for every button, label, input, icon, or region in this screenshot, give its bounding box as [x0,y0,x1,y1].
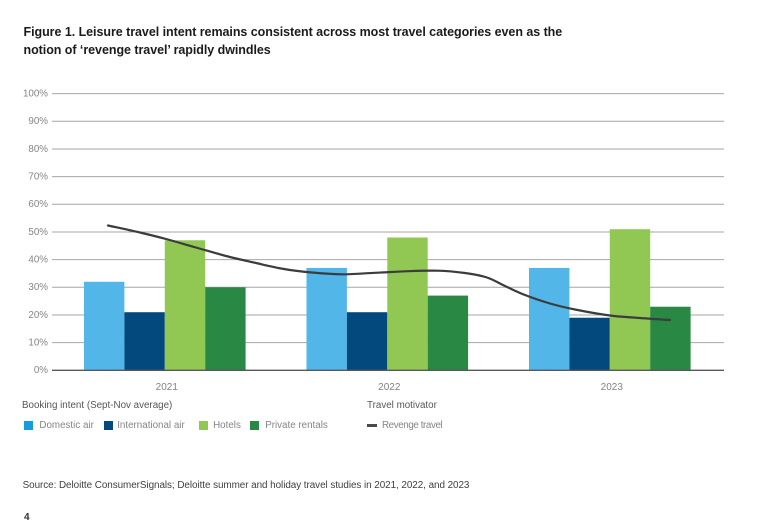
svg-text:80%: 80% [28,144,48,155]
svg-text:100%: 100% [23,88,48,99]
svg-text:2021: 2021 [156,382,179,393]
svg-text:0%: 0% [34,365,48,376]
svg-text:10%: 10% [28,337,48,348]
svg-text:90%: 90% [28,116,48,127]
svg-text:40%: 40% [28,254,48,265]
svg-text:30%: 30% [28,282,48,293]
svg-text:2022: 2022 [378,382,401,393]
svg-text:20%: 20% [28,310,48,321]
svg-text:60%: 60% [28,199,48,210]
svg-text:70%: 70% [28,171,48,182]
svg-text:2023: 2023 [601,382,624,393]
svg-text:50%: 50% [28,227,48,238]
